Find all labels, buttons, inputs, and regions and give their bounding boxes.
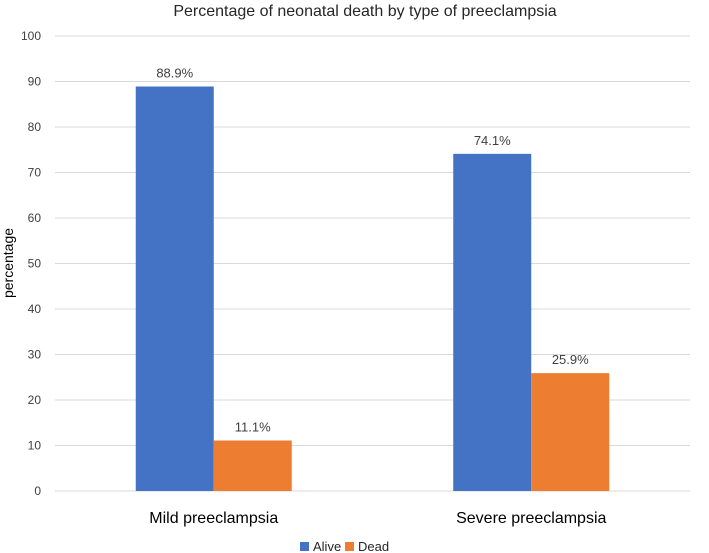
y-tick-label: 70	[28, 166, 42, 180]
bars	[135, 86, 610, 491]
x-tick-label: Severe preeclampsia	[456, 510, 606, 527]
y-tick-label: 60	[28, 211, 42, 225]
chart-title: Percentage of neonatal death by type of …	[173, 3, 556, 20]
y-axis-ticks: 0 10 20 30 40 50 60 70 80 90 100	[21, 29, 41, 498]
x-axis-ticks: Mild preeclampsia Severe preeclampsia	[149, 510, 606, 527]
legend-label-dead: Dead	[358, 539, 389, 553]
bar-alive	[135, 86, 214, 491]
data-label: 11.1%	[235, 419, 271, 434]
y-tick-label: 30	[28, 348, 42, 362]
y-tick-label: 50	[28, 257, 42, 271]
y-tick-label: 10	[28, 439, 42, 453]
y-tick-label: 0	[34, 484, 41, 498]
data-labels: 88.9% 11.1% 74.1% 25.9%	[156, 66, 589, 435]
x-tick-label: Mild preeclampsia	[149, 510, 278, 527]
y-tick-label: 40	[28, 302, 42, 316]
y-tick-label: 80	[28, 120, 42, 134]
legend: Alive Dead	[300, 539, 389, 553]
legend-swatch-dead	[345, 542, 354, 551]
data-label: 25.9%	[552, 352, 589, 367]
y-axis-label: percentage	[0, 228, 16, 298]
y-tick-label: 100	[21, 29, 41, 43]
bar-dead	[213, 440, 292, 491]
legend-swatch-alive	[300, 542, 309, 551]
bar-alive	[453, 153, 532, 491]
data-label: 74.1%	[474, 133, 511, 148]
data-label: 88.9%	[156, 66, 193, 81]
y-tick-label: 90	[28, 75, 42, 89]
y-tick-label: 20	[28, 393, 42, 407]
legend-label-alive: Alive	[313, 539, 341, 553]
bar-dead	[531, 373, 610, 491]
